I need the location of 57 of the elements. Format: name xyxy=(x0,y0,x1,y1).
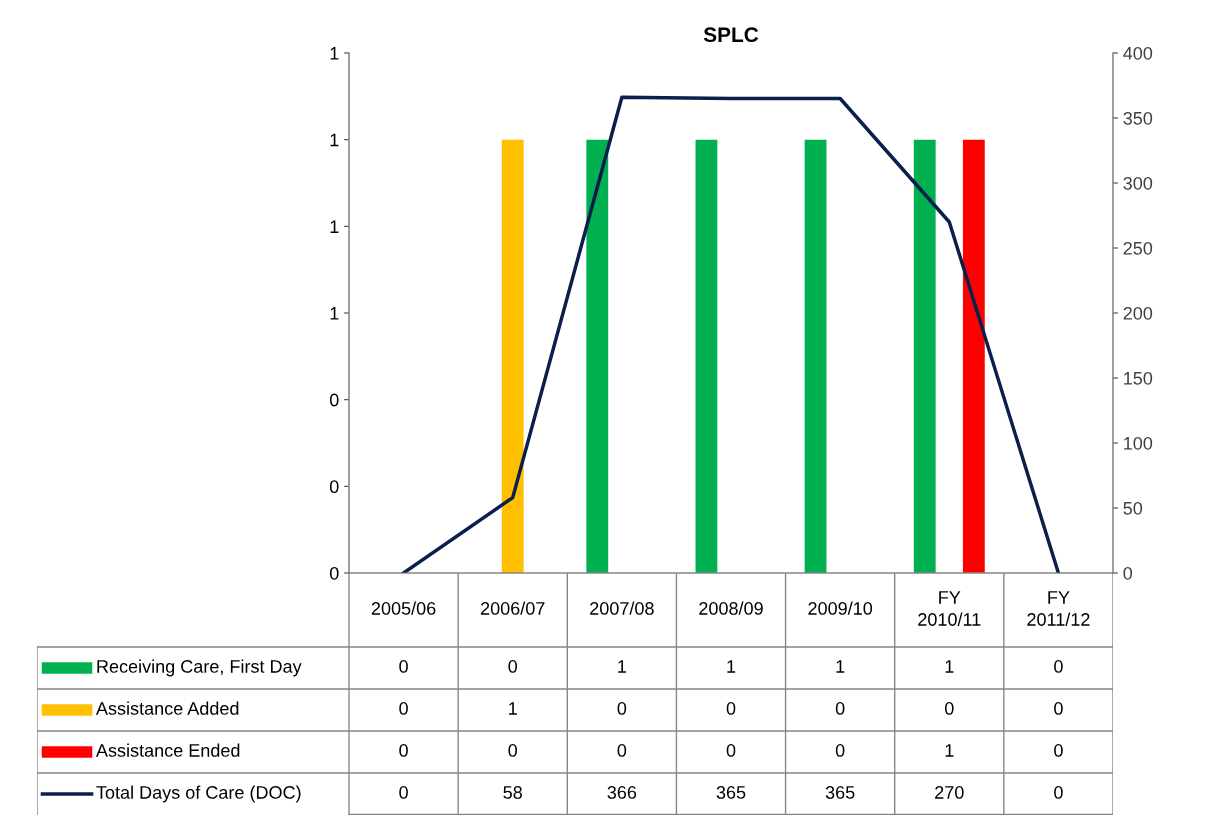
y-tick-label: 0 xyxy=(329,480,339,494)
y2-tick-label: 250 xyxy=(1123,241,1153,255)
y-tick-label: 1 xyxy=(330,307,339,320)
data-label: 58 xyxy=(503,786,522,799)
line-series xyxy=(401,95,1061,573)
y2-tick-label: 150 xyxy=(1124,371,1153,385)
y2-tick-label: 350 xyxy=(1123,111,1153,125)
x-tick-label: 2005/06 xyxy=(371,601,436,615)
x-tick-label: FY 2010/11 xyxy=(918,591,981,626)
data-label: 0 xyxy=(835,702,845,715)
chart-title: SPLC xyxy=(703,27,759,43)
y2-tick-label: 400 xyxy=(1123,46,1153,60)
data-label: 1 xyxy=(945,744,954,757)
x-tick-label: 2007/08 xyxy=(590,601,654,615)
data-label: 0 xyxy=(617,744,627,757)
data-label: 0 xyxy=(399,702,408,715)
data-label: 1 xyxy=(509,702,517,715)
data-label: 0 xyxy=(835,744,845,757)
data-label: 1 xyxy=(618,660,626,673)
y2-tick-label: 50 xyxy=(1123,501,1143,515)
legend-label: Receiving Care, First Day xyxy=(97,659,302,677)
y2-tick-label: 100 xyxy=(1124,436,1153,450)
y-tick-label: 0 xyxy=(329,393,339,407)
data-label: 365 xyxy=(716,786,746,799)
x-tick-label: FY 2011/12 xyxy=(1027,591,1090,626)
data-label: 0 xyxy=(1054,786,1063,799)
y2-tick-label: 0 xyxy=(1123,566,1133,580)
data-label: 0 xyxy=(617,702,627,715)
data-label: 0 xyxy=(726,744,736,757)
data-label: 1 xyxy=(727,660,736,673)
data-label: 0 xyxy=(399,786,408,799)
data-label: 0 xyxy=(1054,702,1063,715)
data-label: 0 xyxy=(1054,744,1063,757)
legend-label: Assistance Ended xyxy=(95,743,240,757)
data-label: 0 xyxy=(726,702,736,715)
data-label: 0 xyxy=(944,702,954,715)
data-label: 1 xyxy=(945,660,954,673)
y2-tick-label: 200 xyxy=(1123,306,1153,320)
x-tick-label: 2009/10 xyxy=(808,601,873,615)
y-tick-label: 1 xyxy=(330,133,339,147)
data-label: 0 xyxy=(399,744,408,757)
x-tick-label: 2008/09 xyxy=(699,601,763,615)
x-tick-label: 2006/07 xyxy=(480,601,545,615)
data-label: 366 xyxy=(607,786,637,799)
y-tick-label: 1 xyxy=(330,47,339,60)
y-tick-label: 0 xyxy=(329,566,339,580)
y-tick-label: 1 xyxy=(330,220,339,233)
data-label: 0 xyxy=(508,744,518,757)
data-label: 365 xyxy=(825,786,855,799)
data-label: 0 xyxy=(1054,660,1063,673)
data-label: 0 xyxy=(508,660,518,673)
y2-tick-label: 300 xyxy=(1123,176,1153,190)
legend-label: Total Days of Care (DOC) xyxy=(96,785,301,803)
data-label: 0 xyxy=(399,660,408,673)
data-label: 1 xyxy=(836,660,845,673)
legend-label: Assistance Added xyxy=(95,701,239,715)
data-label: 270 xyxy=(935,786,964,799)
